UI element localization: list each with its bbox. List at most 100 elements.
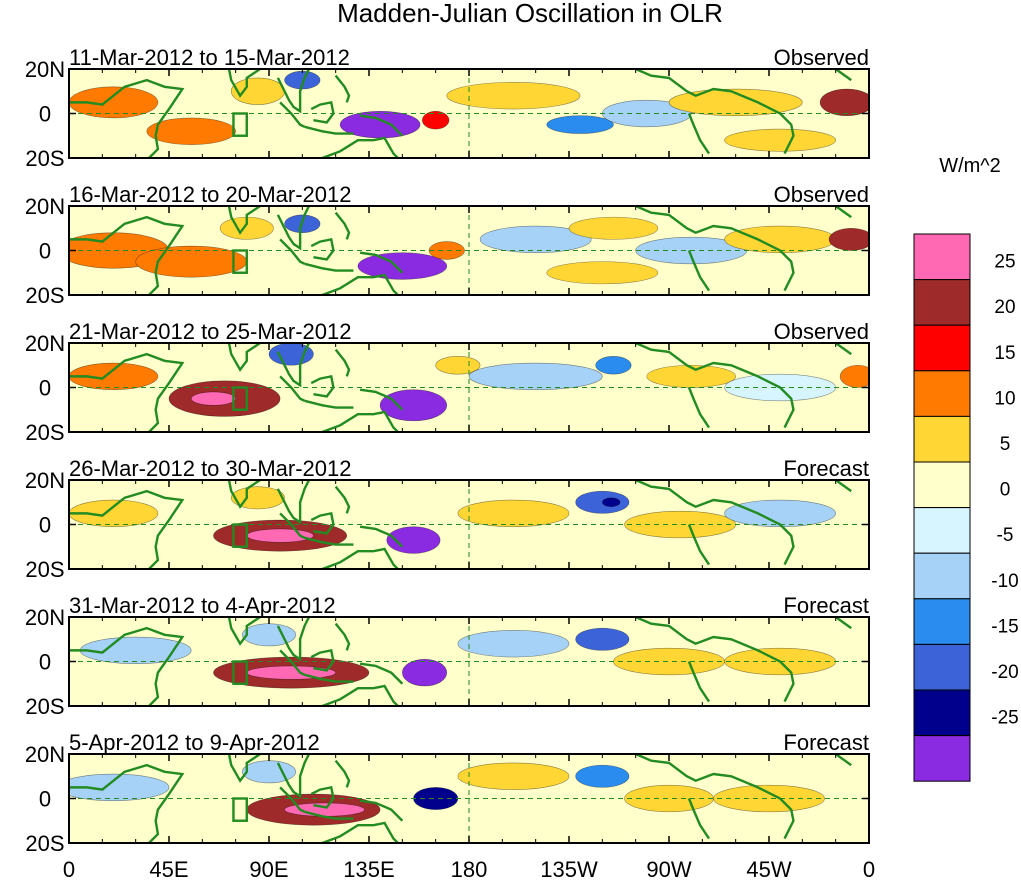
anomaly-field <box>69 760 825 826</box>
x-axis: 0 45E 90E 135E 180 135W 90W 45W 0 <box>63 857 875 882</box>
coastline <box>304 125 354 135</box>
anomaly-blob <box>446 82 581 110</box>
y-tick-label: 20N <box>25 742 65 767</box>
panel-kind: Forecast <box>783 456 869 481</box>
anomaly-blob <box>457 499 570 528</box>
panel-kind: Observed <box>774 182 869 207</box>
coastline <box>304 673 354 683</box>
panel-kind: Forecast <box>783 730 869 755</box>
coastline <box>69 489 185 569</box>
coastline <box>226 754 264 783</box>
coastlines <box>69 69 852 158</box>
coastline <box>226 617 264 646</box>
colorbar-swatch <box>913 370 971 417</box>
anomaly-blob <box>146 117 236 145</box>
anomaly-field <box>69 343 869 422</box>
coastline <box>359 799 404 822</box>
panel-period: 31-Mar-2012 to 4-Apr-2012 <box>69 593 336 618</box>
y-tick-label: 20S <box>25 146 64 171</box>
panel-kind: Observed <box>774 45 869 70</box>
coastline <box>834 754 852 767</box>
colorbar-tick-label: -10 <box>991 571 1018 592</box>
anomaly-blob <box>479 225 592 254</box>
coastline <box>69 78 185 158</box>
panel: 20N 0 20S 16-Mar-2012 to 20-Mar-2012 Observe… <box>25 182 870 308</box>
x-tick-label: 180 <box>451 857 488 882</box>
anomaly-blob <box>69 362 159 391</box>
coastlines <box>69 343 852 432</box>
coastline <box>276 617 311 662</box>
chart-title: Madden-Julian Oscillation in OLR <box>337 0 723 28</box>
coastline <box>226 480 264 509</box>
coastline <box>276 206 311 251</box>
coastline <box>69 352 185 432</box>
coastline <box>359 251 404 274</box>
coastline <box>687 113 710 155</box>
coastline <box>321 547 399 569</box>
anomaly-blob <box>575 627 630 651</box>
panel-kind: Observed <box>774 319 869 344</box>
colorbar: W/m^2 25 20 15 10 5 0 -5 -10 -15 -20 -25 <box>913 155 1019 782</box>
x-tick-label: 0 <box>863 857 875 882</box>
colorbar-tick-label: -25 <box>991 708 1018 729</box>
y-tick-label: 20S <box>25 420 64 445</box>
coastline <box>310 785 335 809</box>
panel-period: 11-Mar-2012 to 15-Mar-2012 <box>69 45 350 70</box>
anomaly-blob <box>457 630 570 658</box>
anomaly-blob <box>246 665 336 680</box>
anomaly-blob <box>546 115 614 134</box>
colorbar-tick-label: 20 <box>994 297 1015 318</box>
coastline <box>276 754 311 799</box>
coastline <box>334 485 351 514</box>
colorbar-swatch <box>913 279 971 326</box>
y-tick-label: 20S <box>25 283 64 308</box>
panel-period: 5-Apr-2012 to 9-Apr-2012 <box>69 730 320 755</box>
coastlines <box>69 480 852 569</box>
panel: 20N 0 20S 11-Mar-2012 to 15-Mar-2012 Observe… <box>25 45 870 171</box>
y-tick-label: 20S <box>25 557 64 582</box>
coastline <box>687 250 710 292</box>
anomaly-blob <box>246 528 314 543</box>
coastline <box>321 273 399 295</box>
y-tick-label: 20N <box>25 331 65 356</box>
colorbar-swatch <box>913 507 971 554</box>
y-tick-label: 20N <box>25 468 65 493</box>
y-tick-label: 20N <box>25 194 65 219</box>
anomaly-blob <box>724 225 836 254</box>
colorbar-tick-label: 15 <box>994 343 1015 364</box>
colorbar-swatch <box>913 689 971 737</box>
coastline <box>304 399 354 409</box>
y-tick-label: 20S <box>25 694 64 719</box>
colorbar-label: W/m^2 <box>939 155 1001 177</box>
coastlines <box>69 617 852 706</box>
coastline <box>334 348 351 377</box>
panel-period: 26-Mar-2012 to 30-Mar-2012 <box>69 456 351 481</box>
anomaly-blob <box>69 499 159 528</box>
x-tick-label: 90W <box>646 857 691 882</box>
coastline <box>321 136 399 158</box>
coastline <box>226 206 264 235</box>
coastline <box>687 661 710 703</box>
panel: 20N 0 20S 26-Mar-2012 to 30-Mar-2012 Forecas… <box>25 456 870 582</box>
coastline <box>321 410 399 432</box>
y-tick-label: 0 <box>39 650 51 675</box>
panels: 20N 0 20S 11-Mar-2012 to 15-Mar-2012 Observe… <box>25 45 870 856</box>
coastline <box>359 388 404 411</box>
coastline <box>279 101 306 128</box>
coastline <box>226 343 264 372</box>
coastlines <box>69 754 852 843</box>
anomaly-blob <box>839 364 869 388</box>
coastline <box>279 786 306 813</box>
coastline <box>635 206 795 292</box>
colorbar-swatch <box>913 461 971 509</box>
coastline <box>276 69 311 114</box>
coastline <box>69 763 185 843</box>
y-tick-label: 0 <box>39 239 51 264</box>
coastline <box>834 617 852 630</box>
anomaly-blob <box>69 773 170 802</box>
coastline <box>276 480 311 525</box>
anomaly-blob <box>828 227 869 251</box>
coastline <box>834 69 852 82</box>
coastline <box>69 215 185 295</box>
